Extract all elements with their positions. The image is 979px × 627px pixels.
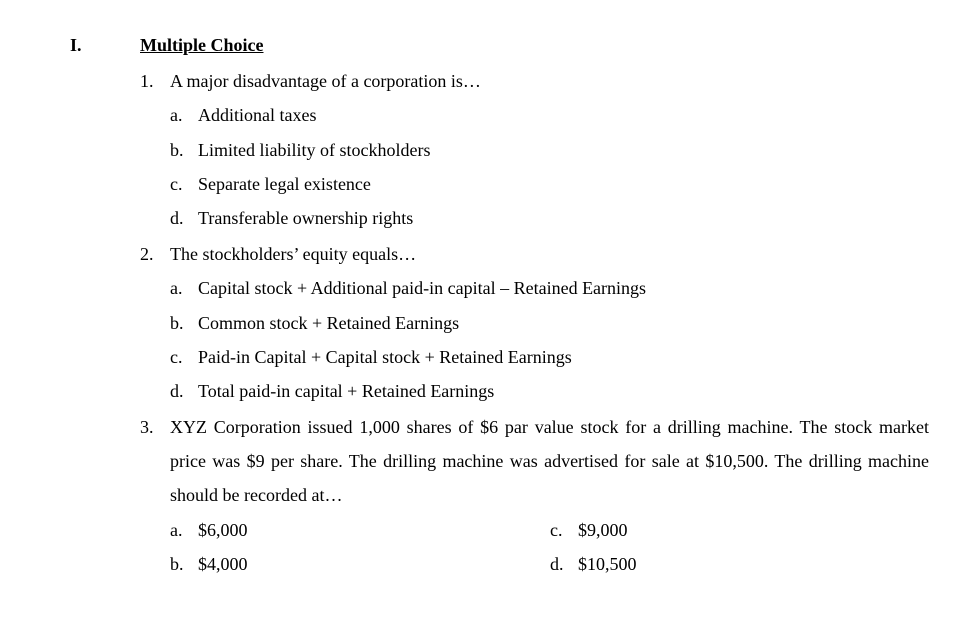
option: a. Capital stock + Additional paid-in ca… bbox=[140, 271, 929, 305]
question-number: 2. bbox=[140, 237, 170, 271]
option-letter: d. bbox=[170, 374, 198, 408]
section-body: Multiple Choice 1. A major disadvantage … bbox=[140, 28, 929, 581]
option: b. Common stock + Retained Earnings bbox=[140, 306, 929, 340]
option-text: Common stock + Retained Earnings bbox=[198, 306, 459, 340]
question-number: 1. bbox=[140, 64, 170, 98]
option-text: Paid-in Capital + Capital stock + Retain… bbox=[198, 340, 572, 374]
option-text: $10,500 bbox=[578, 547, 637, 581]
option: c. Paid-in Capital + Capital stock + Ret… bbox=[140, 340, 929, 374]
option-text: Total paid-in capital + Retained Earning… bbox=[198, 374, 494, 408]
option-text: $4,000 bbox=[198, 547, 248, 581]
question-text: A major disadvantage of a corporation is… bbox=[170, 64, 929, 98]
option-letter: b. bbox=[170, 133, 198, 167]
option-text: $9,000 bbox=[578, 513, 628, 547]
question: 2. The stockholders’ equity equals… bbox=[140, 237, 929, 271]
question-text: The stockholders’ equity equals… bbox=[170, 237, 929, 271]
question-number: 3. bbox=[140, 410, 170, 513]
section: I. Multiple Choice 1. A major disadvanta… bbox=[70, 28, 929, 581]
option-text: Separate legal existence bbox=[198, 167, 371, 201]
option-letter: b. bbox=[170, 306, 198, 340]
option-letter: a. bbox=[170, 271, 198, 305]
option: c. Separate legal existence bbox=[140, 167, 929, 201]
option-text: Transferable ownership rights bbox=[198, 201, 413, 235]
option-letter: d. bbox=[170, 201, 198, 235]
option-letter: c. bbox=[170, 340, 198, 374]
option-letter: b. bbox=[170, 547, 198, 581]
question: 1. A major disadvantage of a corporation… bbox=[140, 64, 929, 98]
option-row: a. $6,000 c. $9,000 bbox=[140, 513, 929, 547]
option-letter: c. bbox=[550, 513, 578, 547]
option-text: $6,000 bbox=[198, 513, 248, 547]
question-text: XYZ Corporation issued 1,000 shares of $… bbox=[170, 410, 929, 513]
option-letter: a. bbox=[170, 98, 198, 132]
option-text: Limited liability of stockholders bbox=[198, 133, 430, 167]
option: b. Limited liability of stockholders bbox=[140, 133, 929, 167]
option-letter: c. bbox=[170, 167, 198, 201]
option: a. Additional taxes bbox=[140, 98, 929, 132]
question: 3. XYZ Corporation issued 1,000 shares o… bbox=[140, 410, 929, 513]
option: d. Total paid-in capital + Retained Earn… bbox=[140, 374, 929, 408]
section-numeral: I. bbox=[70, 28, 140, 581]
option-letter: a. bbox=[170, 513, 198, 547]
option-text: Additional taxes bbox=[198, 98, 316, 132]
option-text: Capital stock + Additional paid-in capit… bbox=[198, 271, 646, 305]
option-row: b. $4,000 d. $10,500 bbox=[140, 547, 929, 581]
section-title: Multiple Choice bbox=[140, 28, 929, 62]
option: d. Transferable ownership rights bbox=[140, 201, 929, 235]
option-letter: d. bbox=[550, 547, 578, 581]
